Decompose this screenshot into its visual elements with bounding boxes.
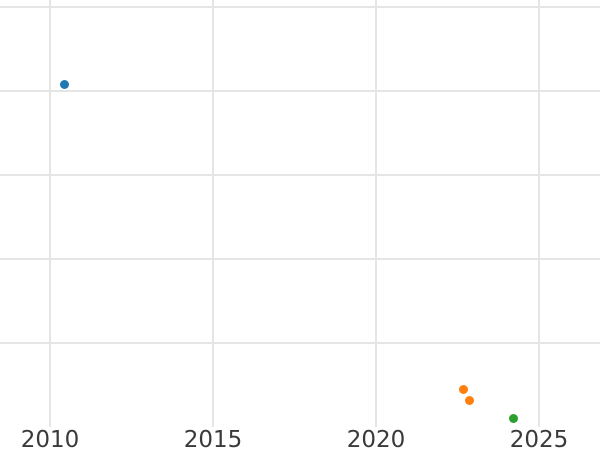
gridline-horizontal: [0, 6, 600, 8]
data-point-series-green: [509, 413, 519, 423]
x-tick-label-2025: 2025: [509, 427, 569, 450]
x-tick-label-2010: 2010: [20, 427, 80, 450]
gridline-horizontal: [0, 258, 600, 260]
gridline-vertical: [49, 0, 51, 427]
data-point-series-orange: [458, 384, 468, 394]
gridline-horizontal: [0, 90, 600, 92]
x-tick-label-2020: 2020: [346, 427, 406, 450]
x-tick-label-2015: 2015: [183, 427, 243, 450]
gridline-vertical: [538, 0, 540, 427]
gridline-vertical: [212, 0, 214, 427]
gridline-vertical: [375, 0, 377, 427]
data-point-series-blue: [59, 79, 69, 89]
gridline-horizontal: [0, 342, 600, 344]
data-point-series-orange: [465, 395, 475, 405]
gridline-horizontal: [0, 174, 600, 176]
